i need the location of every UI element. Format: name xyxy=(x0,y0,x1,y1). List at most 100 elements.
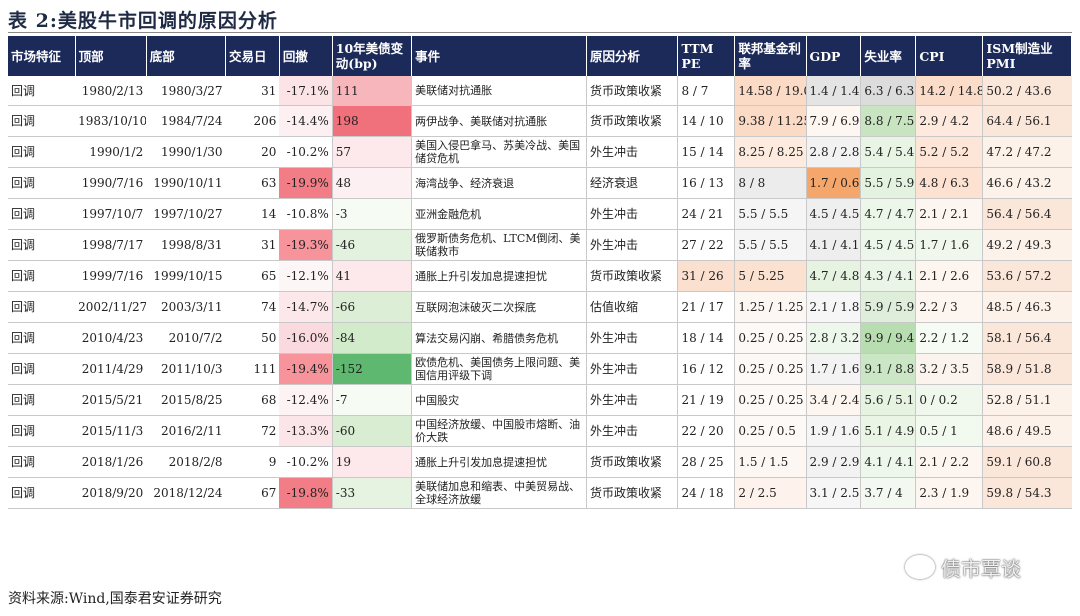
cell-treasury-change: -46 xyxy=(331,229,412,261)
cell-gdp: 1.9 / 1.6 xyxy=(805,415,861,447)
watermark-text: 债市覃谈 xyxy=(941,556,1021,581)
cell-ttm-pe: 16 / 13 xyxy=(677,167,735,199)
cell-cpi: 14.2 / 14.8 xyxy=(915,76,983,106)
watermark: 债市覃谈 xyxy=(905,552,1075,582)
cell-cause: 货币政策收紧 xyxy=(585,446,678,478)
cell-trough: 1980/3/27 xyxy=(146,76,226,106)
cell-ttm-pe: 31 / 26 xyxy=(677,260,735,292)
cell-fed-funds-rate: 5.5 / 5.5 xyxy=(734,198,807,230)
cell-fed-funds-rate: 0.25 / 0.5 xyxy=(734,415,807,447)
cell-treasury-change: -84 xyxy=(331,322,412,354)
cell-fed-funds-rate: 5 / 5.25 xyxy=(734,260,807,292)
cell-fed-funds-rate: 0.25 / 0.25 xyxy=(734,322,807,354)
cell-peak: 1983/10/10 xyxy=(75,105,147,137)
correction-table: 市场特征 顶部 底部 交易日 回撤 10年美债变动(bp) 事件 原因分析 TT… xyxy=(8,36,1072,509)
cell-peak: 2015/11/3 xyxy=(75,415,147,447)
cell-trading-days: 31 xyxy=(225,76,280,106)
cell-gdp: 4.7 / 4.8 xyxy=(805,260,861,292)
cell-market-feature: 回调 xyxy=(8,105,76,137)
wechat-icon xyxy=(905,555,935,579)
cell-ttm-pe: 22 / 20 xyxy=(677,415,735,447)
cell-ttm-pe: 21 / 17 xyxy=(677,291,735,323)
cell-drawdown: -12.4% xyxy=(279,384,333,416)
cell-market-feature: 回调 xyxy=(8,291,76,323)
cell-trading-days: 67 xyxy=(225,477,280,509)
cell-fed-funds-rate: 1.25 / 1.25 xyxy=(734,291,807,323)
cell-drawdown: -19.4% xyxy=(279,353,333,385)
cell-event: 通胀上升引发加息提速担忧 xyxy=(411,446,587,478)
table-row: 回调 1983/10/10 1984/7/24 206 -14.4% 198 两伊战争、美联… xyxy=(8,105,1072,137)
cell-trading-days: 31 xyxy=(225,229,280,261)
cell-event: 通胀上升引发加息提速担忧 xyxy=(411,260,587,292)
cell-trough: 2018/12/24 xyxy=(146,477,226,509)
cell-cpi: 2.2 / 3 xyxy=(915,291,983,323)
cell-ism-pmi: 58.1 / 56.4 xyxy=(982,322,1072,354)
cell-trough: 2015/8/25 xyxy=(146,384,226,416)
table-row: 回调 2018/9/20 2018/12/24 67 -19.8% -33 美联储加息和缩表… xyxy=(8,477,1072,509)
cell-unemployment: 8.8 / 7.5 xyxy=(860,105,916,137)
table-row: 回调 1997/10/7 1997/10/27 14 -10.8% -3 亚洲金融危机 外生冲… xyxy=(8,198,1072,230)
cell-gdp: 1.7 / 1.6 xyxy=(805,353,861,385)
cell-trough: 1990/1/30 xyxy=(146,136,226,168)
cell-cause: 货币政策收紧 xyxy=(585,477,678,509)
cell-unemployment: 5.1 / 4.9 xyxy=(860,415,916,447)
cell-peak: 1999/7/16 xyxy=(75,260,147,292)
cell-treasury-change: 41 xyxy=(331,260,412,292)
cell-ism-pmi: 47.2 / 47.2 xyxy=(982,136,1072,168)
cell-trading-days: 74 xyxy=(225,291,280,323)
cell-unemployment: 9.9 / 9.4 xyxy=(860,322,916,354)
cell-ttm-pe: 24 / 18 xyxy=(677,477,735,509)
header-event: 事件 xyxy=(411,36,587,76)
cell-cause: 外生冲击 xyxy=(585,198,678,230)
cell-gdp: 7.9 / 6.9 xyxy=(805,105,861,137)
cell-peak: 1997/10/7 xyxy=(75,198,147,230)
cell-cause: 货币政策收紧 xyxy=(585,260,678,292)
cell-trading-days: 50 xyxy=(225,322,280,354)
cell-peak: 2018/9/20 xyxy=(75,477,147,509)
cell-cpi: 0.5 / 1 xyxy=(915,415,983,447)
cell-fed-funds-rate: 5.5 / 5.5 xyxy=(734,229,807,261)
cell-ism-pmi: 46.6 / 43.2 xyxy=(982,167,1072,199)
table-row: 回调 2011/4/29 2011/10/3 111 -19.4% -152 欧债危机、美国… xyxy=(8,353,1072,385)
cell-unemployment: 9.1 / 8.8 xyxy=(860,353,916,385)
cell-trough: 1998/8/31 xyxy=(146,229,226,261)
cell-ism-pmi: 56.4 / 56.4 xyxy=(982,198,1072,230)
cell-trough: 1990/10/11 xyxy=(146,167,226,199)
header-market-feature: 市场特征 xyxy=(8,36,76,76)
cell-gdp: 2.8 / 2.8 xyxy=(805,136,861,168)
cell-peak: 2002/11/27 xyxy=(75,291,147,323)
cell-market-feature: 回调 xyxy=(8,446,76,478)
cell-ttm-pe: 27 / 22 xyxy=(677,229,735,261)
cell-ttm-pe: 14 / 10 xyxy=(677,105,735,137)
source-note: 资料来源:Wind,国泰君安证券研究 xyxy=(8,591,222,607)
cell-cause: 外生冲击 xyxy=(585,353,678,385)
cell-treasury-change: -33 xyxy=(331,477,412,509)
cell-trough: 1997/10/27 xyxy=(146,198,226,230)
table-row: 回调 2018/1/26 2018/2/8 9 -10.2% 19 通胀上升引发加息提速担忧… xyxy=(8,446,1072,478)
cell-event: 美联储加息和缩表、中美贸易战、全球经济放缓 xyxy=(411,477,587,509)
cell-cause: 外生冲击 xyxy=(585,136,678,168)
cell-drawdown: -14.4% xyxy=(279,105,333,137)
cell-treasury-change: -152 xyxy=(331,353,412,385)
cell-market-feature: 回调 xyxy=(8,136,76,168)
cell-peak: 2010/4/23 xyxy=(75,322,147,354)
table-title: 表 2:美股牛市回调的原因分析 xyxy=(8,10,278,32)
cell-unemployment: 4.5 / 4.5 xyxy=(860,229,916,261)
cell-fed-funds-rate: 2 / 2.5 xyxy=(734,477,807,509)
cell-drawdown: -12.1% xyxy=(279,260,333,292)
cell-fed-funds-rate: 8.25 / 8.25 xyxy=(734,136,807,168)
cell-ism-pmi: 59.8 / 54.3 xyxy=(982,477,1072,509)
cell-trough: 2003/3/11 xyxy=(146,291,226,323)
cell-market-feature: 回调 xyxy=(8,76,76,106)
cell-cpi: 2.1 / 2.6 xyxy=(915,260,983,292)
cell-ism-pmi: 48.6 / 49.5 xyxy=(982,415,1072,447)
cell-market-feature: 回调 xyxy=(8,415,76,447)
cell-unemployment: 5.4 / 5.4 xyxy=(860,136,916,168)
header-drawdown: 回撤 xyxy=(279,36,333,76)
cell-trough: 2016/2/11 xyxy=(146,415,226,447)
cell-gdp: 4.1 / 4.1 xyxy=(805,229,861,261)
cell-treasury-change: -7 xyxy=(331,384,412,416)
cell-trading-days: 14 xyxy=(225,198,280,230)
cell-unemployment: 5.6 / 5.1 xyxy=(860,384,916,416)
cell-trading-days: 20 xyxy=(225,136,280,168)
